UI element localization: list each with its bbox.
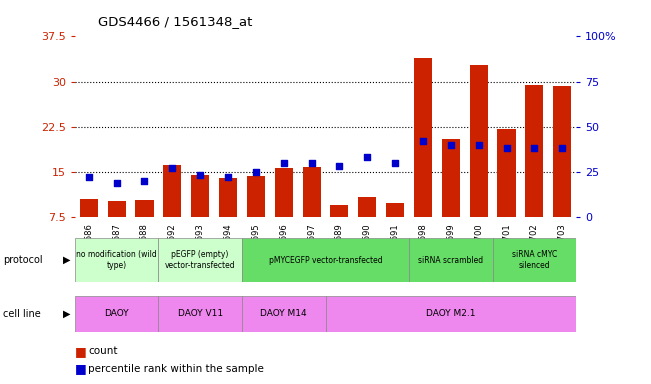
Bar xyxy=(469,65,488,217)
Point xyxy=(307,160,317,166)
Text: DAOY V11: DAOY V11 xyxy=(178,310,223,318)
Text: DAOY M2.1: DAOY M2.1 xyxy=(426,310,476,318)
Text: GDS4466 / 1561348_at: GDS4466 / 1561348_at xyxy=(98,15,252,28)
Bar xyxy=(158,296,242,332)
Bar xyxy=(358,197,376,217)
Bar xyxy=(386,203,404,217)
Bar xyxy=(414,58,432,217)
Text: DAOY: DAOY xyxy=(104,310,129,318)
Bar xyxy=(75,238,158,282)
Point xyxy=(251,169,261,175)
Point xyxy=(529,145,540,151)
Point xyxy=(139,178,150,184)
Text: pEGFP (empty)
vector-transfected: pEGFP (empty) vector-transfected xyxy=(165,250,236,270)
Bar xyxy=(135,200,154,217)
Point xyxy=(362,154,372,161)
Point xyxy=(223,174,233,180)
Point xyxy=(418,138,428,144)
Bar xyxy=(525,85,544,217)
Bar xyxy=(497,129,516,217)
Bar xyxy=(553,86,572,217)
Text: DAOY M14: DAOY M14 xyxy=(260,310,307,318)
Bar xyxy=(219,179,237,217)
Point xyxy=(195,172,206,179)
Bar xyxy=(409,238,493,282)
Bar xyxy=(330,205,348,217)
Bar xyxy=(242,296,326,332)
Point xyxy=(334,163,344,169)
Point xyxy=(473,142,484,148)
Bar xyxy=(247,176,265,217)
Point xyxy=(501,145,512,151)
Point xyxy=(83,174,94,180)
Bar xyxy=(79,199,98,217)
Text: cell line: cell line xyxy=(3,309,41,319)
Text: ▶: ▶ xyxy=(62,255,70,265)
Text: pMYCEGFP vector-transfected: pMYCEGFP vector-transfected xyxy=(269,256,382,265)
Point xyxy=(167,165,178,171)
Text: count: count xyxy=(88,346,117,356)
Bar xyxy=(158,238,242,282)
Point xyxy=(279,160,289,166)
Bar xyxy=(191,175,209,217)
Text: ▶: ▶ xyxy=(62,309,70,319)
Bar xyxy=(442,139,460,217)
Text: ■: ■ xyxy=(75,362,87,375)
Bar xyxy=(107,201,126,217)
Bar xyxy=(326,296,576,332)
Bar xyxy=(242,238,409,282)
Point xyxy=(557,145,568,151)
Text: siRNA scrambled: siRNA scrambled xyxy=(418,256,484,265)
Bar xyxy=(493,238,576,282)
Point xyxy=(445,142,456,148)
Text: ■: ■ xyxy=(75,345,87,358)
Bar xyxy=(303,167,321,217)
Point xyxy=(111,180,122,186)
Bar xyxy=(275,168,293,217)
Text: no modification (wild
type): no modification (wild type) xyxy=(76,250,157,270)
Point xyxy=(390,160,400,166)
Text: siRNA cMYC
silenced: siRNA cMYC silenced xyxy=(512,250,557,270)
Bar xyxy=(163,165,182,217)
Bar xyxy=(75,296,158,332)
Text: percentile rank within the sample: percentile rank within the sample xyxy=(88,364,264,374)
Text: protocol: protocol xyxy=(3,255,43,265)
